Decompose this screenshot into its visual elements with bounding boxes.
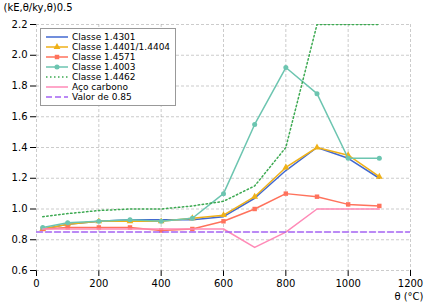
html-text:Classe 1.4571: Classe 1.4571 [72, 52, 136, 62]
svg-text:400: 400 [152, 278, 171, 289]
svg-text:0: 0 [33, 278, 39, 289]
svg-text:0.8: 0.8 [12, 234, 28, 245]
html-text:Classe 1.4003: Classe 1.4003 [72, 62, 136, 72]
svg-text:0.6: 0.6 [12, 265, 28, 276]
html-text:Classe 1.4301: Classe 1.4301 [72, 32, 136, 42]
svg-text:1.6: 1.6 [12, 111, 28, 122]
svg-text:600: 600 [214, 278, 233, 289]
svg-text:1.2: 1.2 [12, 172, 28, 183]
svg-text:200: 200 [89, 278, 108, 289]
html-text:Aço carbono: Aço carbono [72, 82, 128, 92]
html-text:Classe 1.4462: Classe 1.4462 [72, 72, 136, 82]
svg-text:1200: 1200 [398, 278, 423, 289]
svg-text:1000: 1000 [335, 278, 360, 289]
svg-text:2.0: 2.0 [12, 49, 28, 60]
svg-text:(kE,θ/ky,θ)0.5: (kE,θ/ky,θ)0.5 [4, 2, 73, 13]
svg-text:θ (°C): θ (°C) [394, 291, 423, 302]
html-text:Classe 1.4401/1.4404: Classe 1.4401/1.4404 [72, 42, 171, 52]
svg-text:2.2: 2.2 [12, 19, 28, 30]
svg-text:1.4: 1.4 [12, 142, 28, 153]
svg-text:1.0: 1.0 [12, 203, 28, 214]
svg-text:1.8: 1.8 [12, 80, 28, 91]
html-text:Valor de 0.85: Valor de 0.85 [72, 92, 132, 102]
svg-text:800: 800 [276, 278, 295, 289]
